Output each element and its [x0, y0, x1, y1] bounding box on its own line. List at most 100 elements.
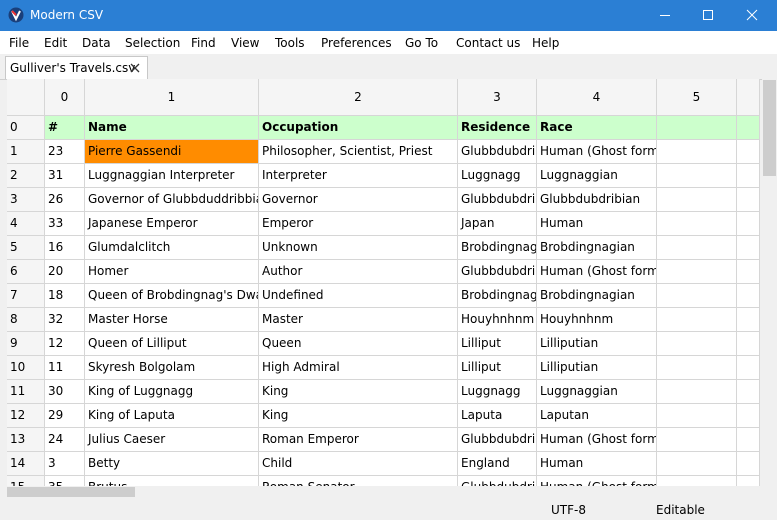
- horizontal-scrollbar[interactable]: [7, 486, 760, 498]
- cell[interactable]: King: [259, 404, 458, 428]
- window-controls[interactable]: [640, 0, 777, 31]
- cell[interactable]: [737, 428, 760, 452]
- cell[interactable]: [737, 332, 760, 356]
- cell[interactable]: Houyhnhnm: [537, 308, 657, 332]
- cell[interactable]: [657, 140, 737, 164]
- cell[interactable]: 31: [45, 164, 85, 188]
- menu-item[interactable]: Selection: [125, 36, 181, 50]
- column-header[interactable]: 1: [85, 79, 259, 116]
- cell[interactable]: Glubbdubdrib: [458, 476, 537, 486]
- row-number[interactable]: 0: [7, 116, 45, 140]
- menu-item[interactable]: Contact us: [456, 36, 521, 50]
- cell[interactable]: [657, 164, 737, 188]
- cell[interactable]: 16: [45, 236, 85, 260]
- cell[interactable]: Governor: [259, 188, 458, 212]
- cell[interactable]: [737, 380, 760, 404]
- cell[interactable]: Luggnaggian: [537, 164, 657, 188]
- cell[interactable]: [657, 404, 737, 428]
- cell[interactable]: King of Laputa: [85, 404, 259, 428]
- vertical-scrollbar[interactable]: [762, 79, 777, 486]
- row-number[interactable]: 12: [7, 404, 45, 428]
- cell[interactable]: [657, 452, 737, 476]
- cell[interactable]: [657, 428, 737, 452]
- menu-item[interactable]: Find: [191, 36, 216, 50]
- header-cell[interactable]: #: [45, 116, 85, 140]
- column-header[interactable]: 3: [458, 79, 537, 116]
- row-number[interactable]: 5: [7, 236, 45, 260]
- row-number[interactable]: 9: [7, 332, 45, 356]
- cell[interactable]: Julius Caeser: [85, 428, 259, 452]
- cell[interactable]: 18: [45, 284, 85, 308]
- cell[interactable]: Lilliput: [458, 356, 537, 380]
- cell[interactable]: [657, 236, 737, 260]
- cell[interactable]: [737, 140, 760, 164]
- cell[interactable]: [657, 212, 737, 236]
- scroll-thumb[interactable]: [763, 80, 776, 176]
- cell[interactable]: Glubbdubdrib: [458, 260, 537, 284]
- cell[interactable]: [737, 164, 760, 188]
- cell[interactable]: [657, 332, 737, 356]
- cell[interactable]: 33: [45, 212, 85, 236]
- header-cell[interactable]: Occupation: [259, 116, 458, 140]
- cell[interactable]: King: [259, 380, 458, 404]
- cell[interactable]: Roman Emperor: [259, 428, 458, 452]
- cell[interactable]: Homer: [85, 260, 259, 284]
- menu-item[interactable]: Edit: [44, 36, 68, 50]
- cell[interactable]: Glumdalclitch: [85, 236, 259, 260]
- cell[interactable]: Glubbdubdrib: [458, 140, 537, 164]
- cell[interactable]: Emperor: [259, 212, 458, 236]
- cell[interactable]: 24: [45, 428, 85, 452]
- row-number[interactable]: 7: [7, 284, 45, 308]
- row-number[interactable]: 8: [7, 308, 45, 332]
- cell[interactable]: Lilliput: [458, 332, 537, 356]
- cell[interactable]: [737, 236, 760, 260]
- menu-item[interactable]: Preferences: [321, 36, 392, 50]
- row-number[interactable]: 13: [7, 428, 45, 452]
- cell[interactable]: 12: [45, 332, 85, 356]
- cell[interactable]: Japan: [458, 212, 537, 236]
- cell[interactable]: Luggnagg: [458, 164, 537, 188]
- header-cell[interactable]: Race: [537, 116, 657, 140]
- cell[interactable]: Author: [259, 260, 458, 284]
- cell[interactable]: Child: [259, 452, 458, 476]
- cell[interactable]: Interpreter: [259, 164, 458, 188]
- cell[interactable]: [737, 308, 760, 332]
- cell[interactable]: [657, 284, 737, 308]
- header-cell[interactable]: Residence: [458, 116, 537, 140]
- cell[interactable]: Japanese Emperor: [85, 212, 259, 236]
- cell[interactable]: Queen of Brobdingnag's Dwarf: [85, 284, 259, 308]
- cell[interactable]: Lilliputian: [537, 332, 657, 356]
- cell[interactable]: [657, 188, 737, 212]
- cell[interactable]: [737, 284, 760, 308]
- cell[interactable]: Human (Ghost form): [537, 476, 657, 486]
- header-cell[interactable]: Name: [85, 116, 259, 140]
- cell[interactable]: [737, 452, 760, 476]
- cell[interactable]: 3: [45, 452, 85, 476]
- cell[interactable]: [737, 404, 760, 428]
- row-number[interactable]: 14: [7, 452, 45, 476]
- cell[interactable]: Master: [259, 308, 458, 332]
- cell[interactable]: Queen: [259, 332, 458, 356]
- cell[interactable]: [657, 116, 737, 140]
- column-header[interactable]: 5: [657, 79, 737, 116]
- cell[interactable]: [737, 356, 760, 380]
- cell[interactable]: Roman Senator: [259, 476, 458, 486]
- cell[interactable]: Human: [537, 452, 657, 476]
- cell[interactable]: King of Luggnagg: [85, 380, 259, 404]
- cell[interactable]: [657, 308, 737, 332]
- cell[interactable]: Brutus: [85, 476, 259, 486]
- cell[interactable]: Luggnaggian: [537, 380, 657, 404]
- menu-item[interactable]: Help: [532, 36, 560, 50]
- cell[interactable]: [657, 260, 737, 284]
- menu-item[interactable]: View: [231, 36, 260, 50]
- cell[interactable]: [657, 476, 737, 486]
- cell[interactable]: 26: [45, 188, 85, 212]
- cell[interactable]: Brobdingnagian: [537, 284, 657, 308]
- cell[interactable]: Human (Ghost form): [537, 428, 657, 452]
- cell[interactable]: [657, 380, 737, 404]
- row-number[interactable]: 15: [7, 476, 45, 486]
- cell[interactable]: Glubbdubdrib: [458, 188, 537, 212]
- cell[interactable]: [737, 116, 760, 140]
- menu-item[interactable]: File: [9, 36, 30, 50]
- cell[interactable]: Glubbdubdrib: [458, 428, 537, 452]
